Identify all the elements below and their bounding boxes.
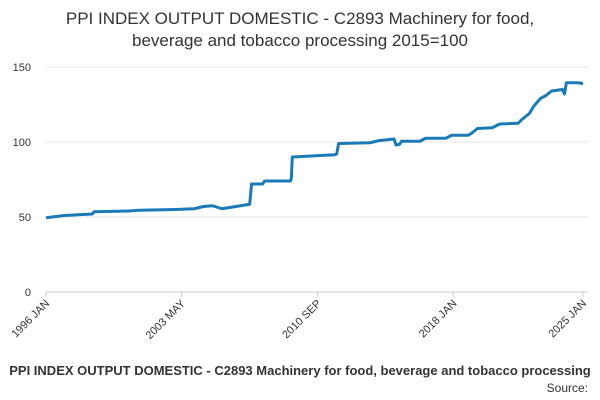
x-tick-label: 2018 JAN	[417, 298, 460, 341]
x-tick-label: 2025 JAN	[546, 298, 589, 341]
y-tick-label: 0	[25, 287, 31, 299]
chart-title: beverage and tobacco processing 2015=100	[132, 31, 468, 50]
y-tick-label: 50	[19, 212, 31, 224]
x-tick-label: 2010 SEP	[280, 298, 324, 342]
x-tick-label: 2003 MAY	[144, 297, 189, 342]
source: Source:	[547, 381, 588, 395]
chart-title: PPI INDEX OUTPUT DOMESTIC - C2893 Machin…	[66, 9, 534, 28]
y-tick-label: 150	[13, 62, 31, 74]
y-tick-label: 100	[13, 137, 31, 149]
x-tick-label: 1996 JAN	[9, 298, 52, 341]
plot: 0 50 100 150 1996 JAN 2003 MAY 2010 SEP 2018 JA…	[9, 62, 589, 342]
caption: PPI INDEX OUTPUT DOMESTIC - C2893 Machin…	[9, 363, 591, 378]
line	[45, 81, 584, 220]
